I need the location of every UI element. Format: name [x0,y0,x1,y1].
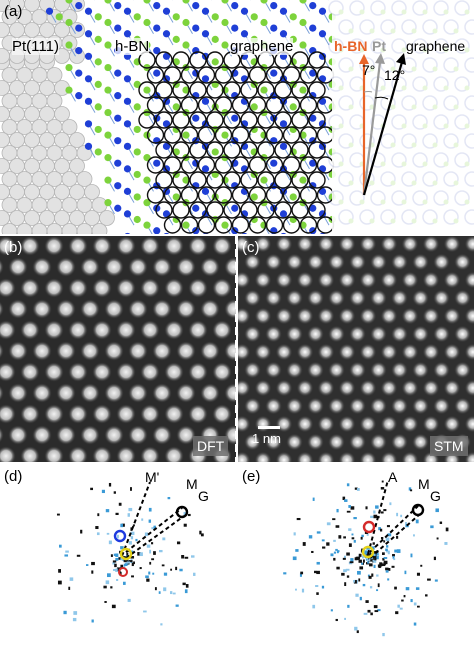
panel-c-label: (c) [242,239,260,256]
angle-label-graphene: graphene [406,38,466,54]
panel-d: (d) M' M G [0,466,236,649]
point-m-prime-d: M' [145,469,160,485]
pt-arrow-head [375,53,385,64]
panel-b: (b) DFT [0,236,236,462]
point-a-e: A [388,469,398,485]
panel-b-label: (b) [4,239,23,256]
dft-tag: DFT [193,436,229,456]
panel-divider [235,236,237,462]
graphene-lattice [138,51,335,234]
graphene-region-label: graphene [230,38,294,55]
panel-d-fft-image [0,466,236,649]
scale-bar-label: 1 nm [252,431,281,446]
panel-b-dft-image [0,236,236,462]
fft-d-marker-red [118,567,128,577]
point-g-d: G [198,488,209,504]
fft-d-marker-black [175,505,189,519]
hbn-region-label: h-BN [115,38,150,55]
stm-tag: STM [430,436,468,456]
panel-a: (a) Pt(111) h-BN graphene h-BN Pt graphe… [0,0,474,234]
angle-value-12: 12° [384,67,406,83]
hbn-arrow-head [359,54,369,64]
panel-e-label: (e) [242,468,261,485]
panel-d-label: (d) [4,468,23,485]
point-m-e: M [418,476,430,492]
fft-d-marker-yellow [119,547,133,561]
angle-diagram [359,53,406,196]
panel-e: (e) A M G [238,466,474,649]
point-m-d: M [186,476,198,492]
panel-e-fft-image [238,466,474,649]
fft-d-marker-blue [113,529,127,543]
panel-a-image [0,0,474,234]
angle-arc-12 [374,96,389,100]
angle-label-pt: Pt [372,38,386,54]
pt-arrow [362,61,382,196]
panel-c-stm-image [238,236,474,462]
angle-label-hbn: h-BN [334,38,368,54]
pt111-region-label: Pt(111) [12,38,59,55]
fft-e-marker-black [411,503,425,517]
panel-c: (c) 1 nm STM [238,236,474,462]
graphene-arrow-head [396,53,406,65]
fft-d-annotations [113,481,189,577]
pt-lattice [0,0,115,234]
graphene-arrow [362,61,404,196]
panel-a-label: (a) [4,3,23,20]
angle-arc-7 [363,91,373,93]
fft-e-annotations [361,479,425,559]
fft-e-marker-red [362,520,376,534]
angle-value-7: 7° [362,62,376,78]
scale-bar [258,426,280,429]
fft-e-marker-yellow [361,545,375,559]
point-g-e: G [430,488,441,504]
